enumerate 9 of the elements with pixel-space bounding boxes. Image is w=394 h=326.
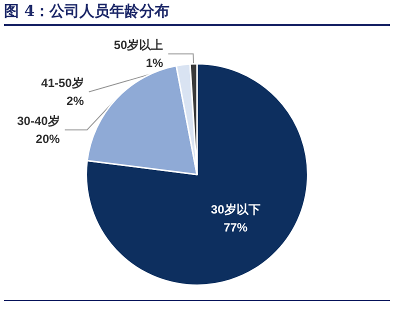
slice-label: 41-50岁 bbox=[41, 76, 84, 90]
chart-title: 图 4：公司人员年龄分布 bbox=[4, 2, 390, 26]
slice-label: 30-40岁 bbox=[17, 114, 60, 128]
data-label: 1% bbox=[146, 56, 164, 70]
data-label: 20% bbox=[36, 132, 60, 146]
data-label: 2% bbox=[66, 94, 84, 108]
data-label: 77% bbox=[224, 220, 248, 234]
slice-label: 30岁以下 bbox=[210, 202, 260, 216]
slice-label: 50岁以上 bbox=[114, 38, 164, 52]
